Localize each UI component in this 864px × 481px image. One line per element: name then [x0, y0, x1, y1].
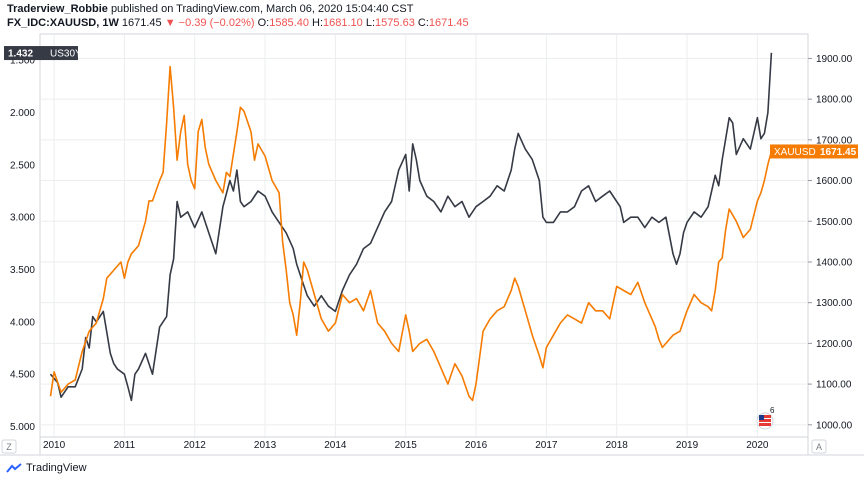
- xauusd-badge-value: 1671.45: [820, 147, 857, 158]
- us30y-badge-value: 1.432: [8, 49, 33, 60]
- left-tick-label: 2.000: [10, 108, 35, 119]
- x-tick-label: 2020: [746, 440, 769, 451]
- us30y-line: [49, 52, 773, 402]
- published-text: published on TradingView.com, March 06, …: [110, 3, 414, 15]
- us30y-badge: [4, 46, 78, 61]
- x-tick-label: 2010: [43, 440, 66, 451]
- zoom-button-box: [1, 439, 17, 454]
- us-flag-event-icon: 6: [756, 406, 775, 430]
- axes-layer: 2010 2011 2012 2013 2014 2015 2016 2017 2018 2019…: [0, 54, 864, 456]
- flag-canton: [759, 415, 764, 420]
- publish-info: Traderview_Robbie published on TradingVi…: [7, 3, 413, 15]
- x-tick-label: 2019: [676, 440, 699, 451]
- event-count: 6: [770, 406, 775, 415]
- plot-area[interactable]: [39, 33, 809, 438]
- right-tick-label: 1700.00: [816, 135, 853, 146]
- zoom-button: Z: [6, 442, 12, 452]
- left-tick-label: 3.500: [10, 265, 35, 276]
- left-tick-label: 3.000: [10, 213, 35, 224]
- xauusd-badge-name: XAUUSD: [774, 147, 816, 158]
- series-layer: [49, 52, 773, 402]
- high-label: H:: [312, 17, 324, 29]
- x-tick-label: 2014: [324, 440, 347, 451]
- open-label: O:: [257, 17, 270, 29]
- x-tick-label: 2011: [114, 440, 136, 451]
- left-tick-label: 1.500: [10, 56, 35, 67]
- close-label: C:: [417, 17, 429, 29]
- right-tick-label: 1600.00: [816, 176, 853, 187]
- tradingview-logo-icon: [6, 463, 22, 473]
- autoscale-button: A: [816, 442, 822, 452]
- x-tick-label: 2013: [254, 440, 277, 451]
- last-price: 1671.45: [121, 17, 162, 29]
- symbol-name: FX_IDC:XAUUSD, 1W: [7, 17, 119, 29]
- right-tick-label: 1400.00: [816, 257, 853, 268]
- right-tick-label: 1800.00: [816, 95, 853, 106]
- badges-layer: 1.432 US30Y XAUUSD 1671.45 6: [4, 46, 858, 430]
- flag-stripe: [759, 415, 771, 418]
- autoscale-button-box: [811, 439, 827, 454]
- xauusd-line: [49, 65, 773, 402]
- low-value: 1575.63: [375, 17, 415, 29]
- x-tick-label: 2015: [395, 440, 418, 451]
- right-tick-label: 1900.00: [816, 54, 853, 65]
- high-value: 1681.10: [323, 17, 363, 29]
- right-tick-label: 1500.00: [816, 217, 853, 228]
- tradingview-footer[interactable]: TradingView: [6, 462, 87, 474]
- x-tick-label: 2017: [535, 440, 558, 451]
- right-tick-label: 1200.00: [816, 339, 853, 350]
- right-tick-label: 1300.00: [816, 298, 853, 309]
- open-value: 1585.40: [269, 17, 309, 29]
- right-tick-label: 1000.00: [816, 420, 853, 431]
- us30y-badge-name: US30Y: [50, 49, 82, 60]
- x-tick-label: 2018: [606, 440, 629, 451]
- author-name: Traderview_Robbie: [7, 3, 108, 15]
- left-tick-label: 5.000: [10, 422, 35, 433]
- right-tick-label: 1100.00: [816, 380, 852, 391]
- left-tick-label: 4.000: [10, 317, 35, 328]
- tradingview-brand: TradingView: [26, 462, 87, 474]
- price-change: ▼ −0.39 (−0.02%): [164, 17, 255, 29]
- flag-stripe: [759, 419, 771, 422]
- xauusd-badge: [770, 144, 858, 159]
- close-value: 1671.45: [428, 17, 469, 29]
- flag-stripe: [759, 423, 771, 426]
- symbol-legend: FX_IDC:XAUUSD, 1W 1671.45 ▼ −0.39 (−0.02…: [7, 17, 469, 29]
- left-tick-label: 2.500: [10, 160, 35, 171]
- x-tick-label: 2012: [184, 440, 207, 451]
- left-tick-label: 4.500: [10, 370, 35, 381]
- low-label: L:: [365, 17, 376, 29]
- x-tick-label: 2016: [465, 440, 488, 451]
